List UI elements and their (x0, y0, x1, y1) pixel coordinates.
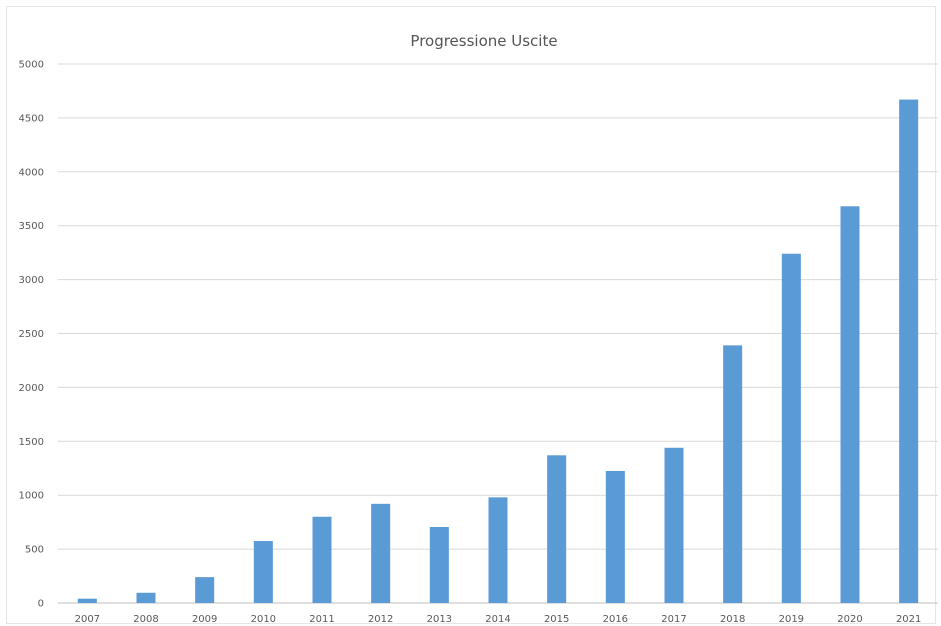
bar-2013 (429, 527, 449, 603)
y-tick-label: 5000 (19, 60, 44, 71)
bar-2014 (488, 497, 508, 603)
bar-2017 (664, 447, 684, 603)
x-tick-label: 2014 (485, 614, 510, 625)
bar-2008 (136, 592, 156, 603)
x-tick-label: 2010 (251, 614, 276, 625)
x-tick-label: 2011 (309, 614, 334, 625)
x-tick-label: 2012 (368, 614, 393, 625)
chart-title: Progressione Uscite (410, 32, 557, 50)
bar-2007 (77, 598, 97, 603)
bar-2012 (371, 503, 391, 603)
x-tick-label: 2020 (837, 614, 862, 625)
y-tick-label: 1500 (19, 437, 44, 448)
x-tick-label: 2007 (75, 614, 100, 625)
bar-2020 (840, 206, 860, 603)
bar-2019 (781, 253, 801, 603)
x-tick-label: 2021 (896, 614, 921, 625)
bar-2009 (195, 577, 215, 603)
x-tick-label: 2013 (427, 614, 452, 625)
y-tick-label: 1000 (19, 491, 44, 502)
x-tick-label: 2015 (544, 614, 569, 625)
y-tick-label: 3000 (19, 275, 44, 286)
bar-2010 (253, 541, 273, 603)
bar-2016 (605, 470, 625, 603)
bar-2018 (723, 345, 743, 603)
chart-area (6, 6, 936, 624)
y-tick-label: 3500 (19, 221, 44, 232)
y-tick-label: 2500 (19, 329, 44, 340)
y-tick-label: 4000 (19, 167, 44, 178)
x-tick-label: 2019 (779, 614, 804, 625)
y-tick-label: 500 (25, 545, 44, 556)
bar-2021 (899, 99, 919, 603)
x-tick-label: 2018 (720, 614, 745, 625)
x-tick-label: 2009 (192, 614, 217, 625)
x-tick-label: 2008 (133, 614, 158, 625)
x-tick-label: 2017 (661, 614, 686, 625)
y-tick-label: 2000 (19, 383, 44, 394)
bar-2011 (312, 516, 332, 603)
bar-2015 (547, 455, 567, 603)
y-tick-label: 4500 (19, 113, 44, 124)
y-tick-label: 0 (38, 599, 44, 610)
x-tick-label: 2016 (603, 614, 628, 625)
